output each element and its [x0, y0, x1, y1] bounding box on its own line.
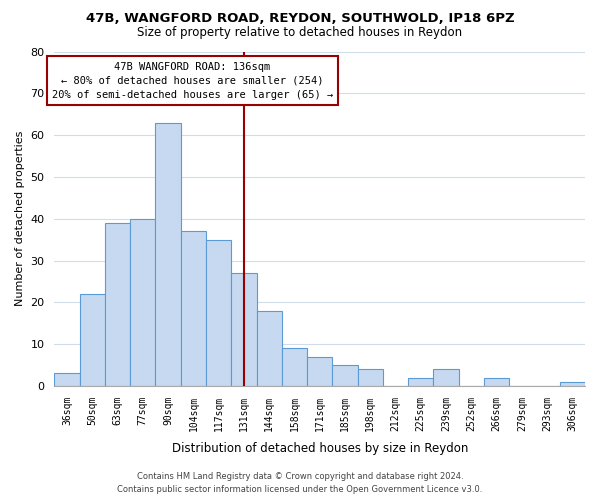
Bar: [484, 378, 509, 386]
Text: 47B WANGFORD ROAD: 136sqm
← 80% of detached houses are smaller (254)
20% of semi: 47B WANGFORD ROAD: 136sqm ← 80% of detac…: [52, 62, 333, 100]
Bar: [433, 369, 458, 386]
Bar: [408, 378, 433, 386]
Bar: [307, 356, 332, 386]
Bar: [206, 240, 231, 386]
Bar: [80, 294, 105, 386]
Bar: [231, 273, 257, 386]
Bar: [55, 374, 80, 386]
Text: 47B, WANGFORD ROAD, REYDON, SOUTHWOLD, IP18 6PZ: 47B, WANGFORD ROAD, REYDON, SOUTHWOLD, I…: [86, 12, 514, 26]
Bar: [282, 348, 307, 386]
Text: Size of property relative to detached houses in Reydon: Size of property relative to detached ho…: [137, 26, 463, 39]
Bar: [257, 310, 282, 386]
Text: Contains HM Land Registry data © Crown copyright and database right 2024.
Contai: Contains HM Land Registry data © Crown c…: [118, 472, 482, 494]
Bar: [105, 223, 130, 386]
Bar: [358, 369, 383, 386]
Bar: [155, 122, 181, 386]
Bar: [130, 218, 155, 386]
Bar: [181, 231, 206, 386]
X-axis label: Distribution of detached houses by size in Reydon: Distribution of detached houses by size …: [172, 442, 468, 455]
Bar: [560, 382, 585, 386]
Y-axis label: Number of detached properties: Number of detached properties: [15, 131, 25, 306]
Bar: [332, 365, 358, 386]
